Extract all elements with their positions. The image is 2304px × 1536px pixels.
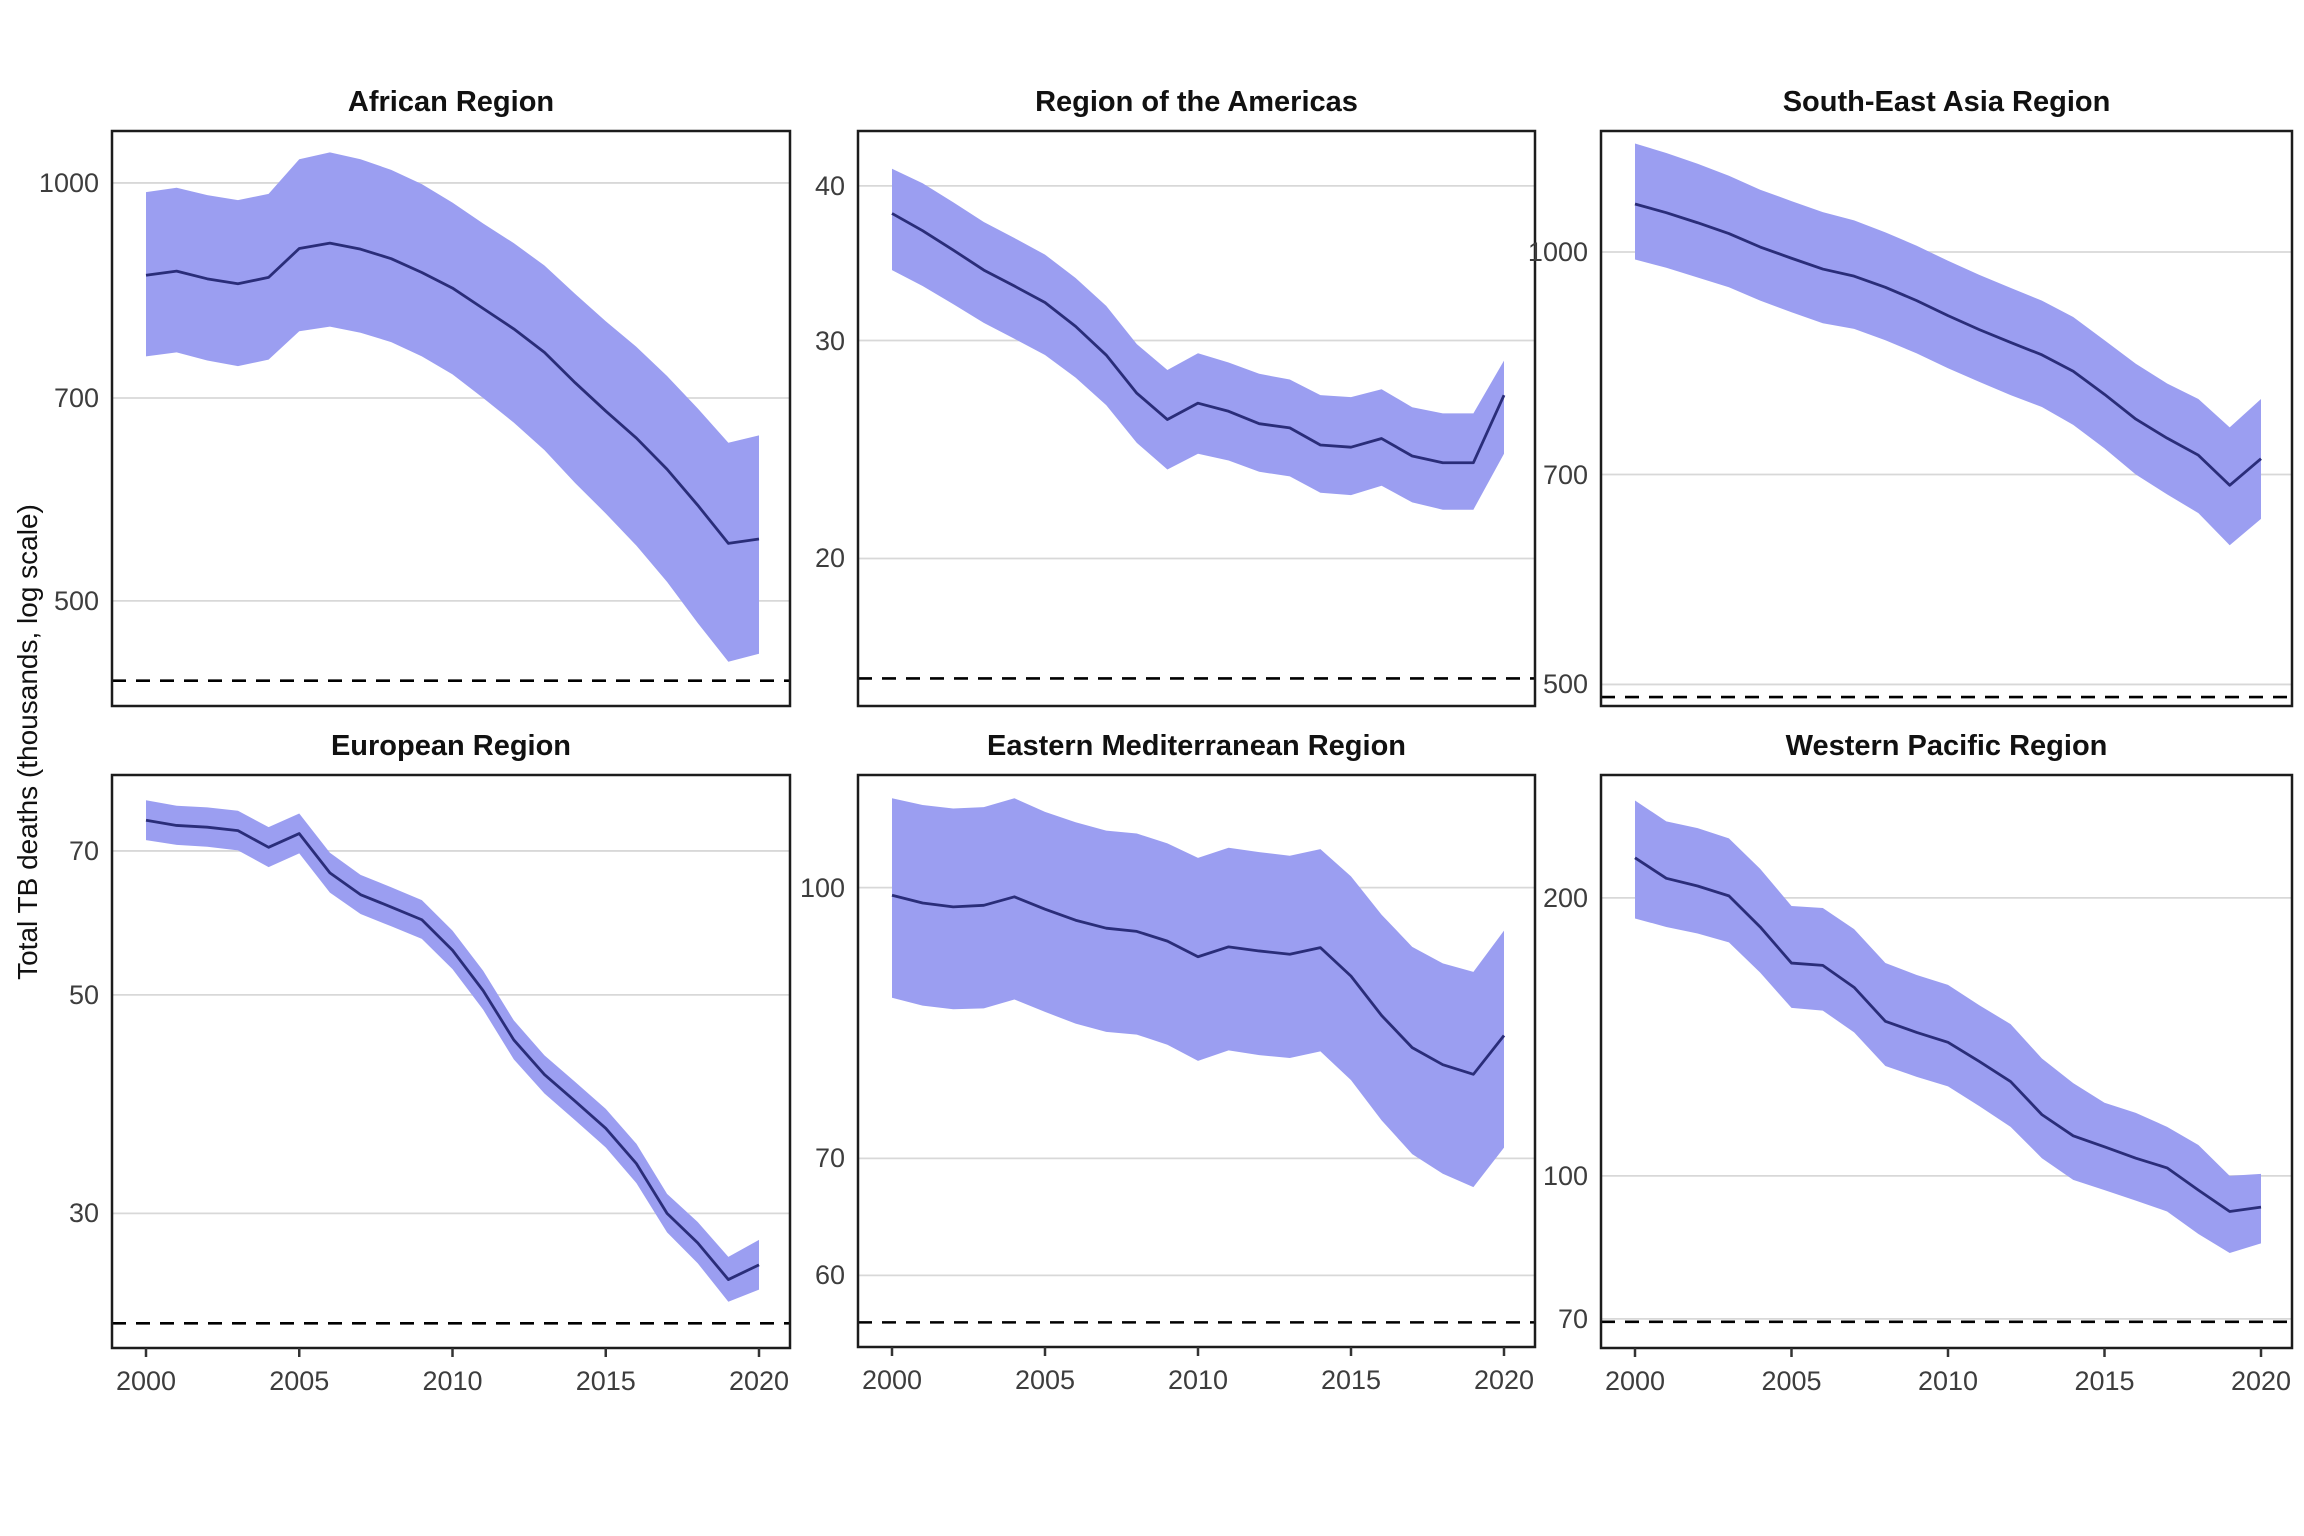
estimate-line — [145, 818, 760, 1281]
x-tick-label: 2005 — [1014, 1365, 1076, 1395]
estimate-line — [145, 241, 760, 545]
panel-border — [110, 773, 792, 1350]
panel-title-western-pacific-region: Western Pacific Region — [1785, 730, 2108, 762]
panel-border — [856, 773, 1537, 1349]
x-tick-label: 2005 — [1761, 1366, 1822, 1396]
x-tick-label: 2005 — [269, 1366, 330, 1396]
ci-ribbon — [146, 800, 759, 1302]
panel-title-african-region: African Region — [347, 86, 555, 118]
x-tick-label: 2000 — [1604, 1366, 1666, 1396]
panel-border — [1599, 773, 2294, 1350]
x-tick-label: 2010 — [1167, 1365, 1229, 1395]
estimate-line — [1634, 856, 2262, 1213]
panel-eastern-mediterranean-region — [856, 773, 1537, 1356]
x-tick-label: 2000 — [861, 1365, 923, 1395]
x-tick-label: 2020 — [728, 1366, 790, 1396]
ci-ribbon — [1635, 143, 2261, 546]
panel-region-of-the-americas — [856, 129, 1537, 708]
y-tick-label: 100 — [799, 872, 845, 903]
estimate-line — [1634, 202, 2262, 487]
y-tick-label: 100 — [1542, 1160, 1588, 1191]
ci-ribbon — [1635, 800, 2261, 1254]
y-tick-label: 30 — [814, 325, 845, 356]
panel-african-region — [110, 129, 792, 708]
panel-title-south-east-asia-region: South-East Asia Region — [1782, 86, 2111, 118]
y-tick-label: 50 — [68, 979, 99, 1010]
y-tick-label: 700 — [53, 383, 99, 413]
estimate-line — [891, 212, 1506, 465]
x-tick-label: 2010 — [1917, 1366, 1979, 1396]
panel-title-region-of-the-americas: Region of the Americas — [1035, 86, 1358, 118]
y-tick-label: 30 — [68, 1198, 99, 1229]
x-tick-label: 2010 — [422, 1366, 483, 1396]
panel-title-eastern-mediterranean-region: Eastern Mediterranean Region — [987, 730, 1406, 762]
ci-ribbon — [892, 798, 1504, 1188]
ci-ribbon — [892, 168, 1504, 510]
y-tick-label: 60 — [814, 1260, 845, 1291]
panel-south-east-asia-region — [1599, 129, 2294, 708]
panel-border — [1599, 129, 2294, 708]
x-tick-label: 2020 — [1473, 1365, 1535, 1395]
panel-border — [110, 129, 792, 708]
estimate-line — [891, 893, 1506, 1076]
y-tick-label: 500 — [1542, 669, 1588, 700]
x-tick-label: 2015 — [575, 1366, 636, 1396]
panel-western-pacific-region — [1599, 773, 2294, 1357]
ci-ribbon — [146, 152, 759, 662]
panel-european-region — [110, 773, 792, 1357]
y-tick-label: 1000 — [38, 167, 99, 198]
y-tick-label: 70 — [1557, 1303, 1588, 1334]
panel-border — [856, 129, 1537, 708]
x-tick-label: 2020 — [2230, 1366, 2292, 1396]
y-tick-label: 200 — [1542, 882, 1588, 913]
panel-title-european-region: European Region — [330, 730, 572, 762]
x-tick-label: 2015 — [2074, 1366, 2135, 1396]
y-tick-label: 500 — [53, 585, 99, 616]
y-tick-label: 70 — [814, 1143, 845, 1174]
y-tick-label: 70 — [68, 835, 99, 866]
x-tick-label: 2015 — [1320, 1365, 1382, 1395]
y-tick-label: 40 — [814, 170, 845, 201]
y-tick-label: 700 — [1542, 459, 1588, 490]
x-tick-label: 2000 — [115, 1366, 177, 1396]
y-tick-label: 20 — [814, 543, 845, 574]
y-tick-label: 1000 — [1527, 236, 1588, 267]
